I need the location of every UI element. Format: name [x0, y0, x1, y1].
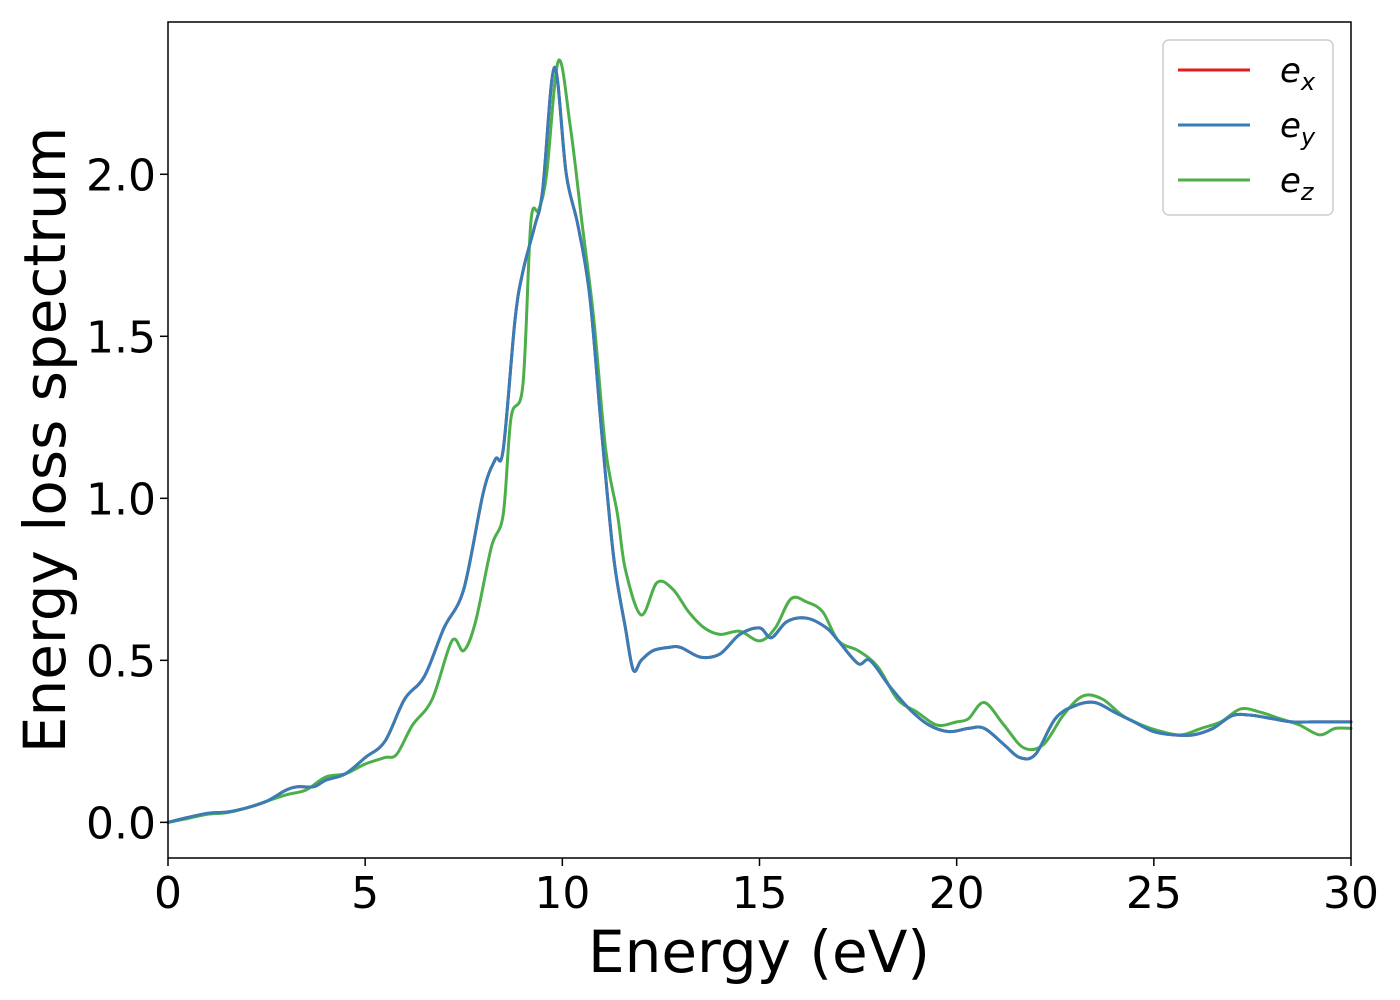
y-tick-label: 2.0	[86, 150, 156, 201]
y-axis-title: Energy loss spectrum	[11, 127, 79, 753]
y-tick-label: 0.0	[86, 798, 156, 849]
x-axis-title: Energy (eV)	[588, 918, 930, 986]
y-tick-label: 1.0	[86, 474, 156, 525]
x-tick-label: 30	[1323, 868, 1379, 919]
x-tick-label: 15	[732, 868, 788, 919]
x-axis-ticks: 0 5 10 15 20 25 30	[154, 858, 1379, 919]
x-tick-label: 5	[351, 868, 379, 919]
legend-label-z: ez	[1280, 161, 1315, 206]
y-tick-label: 1.5	[86, 312, 156, 363]
series-layer	[166, 58, 1353, 824]
x-tick-label: 0	[154, 868, 182, 919]
series-line-y	[166, 65, 1353, 824]
legend-label-y: ey	[1280, 106, 1316, 151]
legend-box	[1162, 39, 1334, 216]
y-axis-ticks: 0.0 0.5 1.0 1.5 2.0	[86, 150, 168, 849]
y-tick-label: 0.5	[86, 636, 156, 687]
x-tick-label: 25	[1126, 868, 1182, 919]
plot-background	[168, 22, 1351, 858]
x-tick-label: 10	[534, 868, 590, 919]
legend: ex ey ez	[1162, 39, 1334, 216]
legend-label-x: ex	[1280, 51, 1316, 96]
x-tick-label: 20	[929, 868, 985, 919]
